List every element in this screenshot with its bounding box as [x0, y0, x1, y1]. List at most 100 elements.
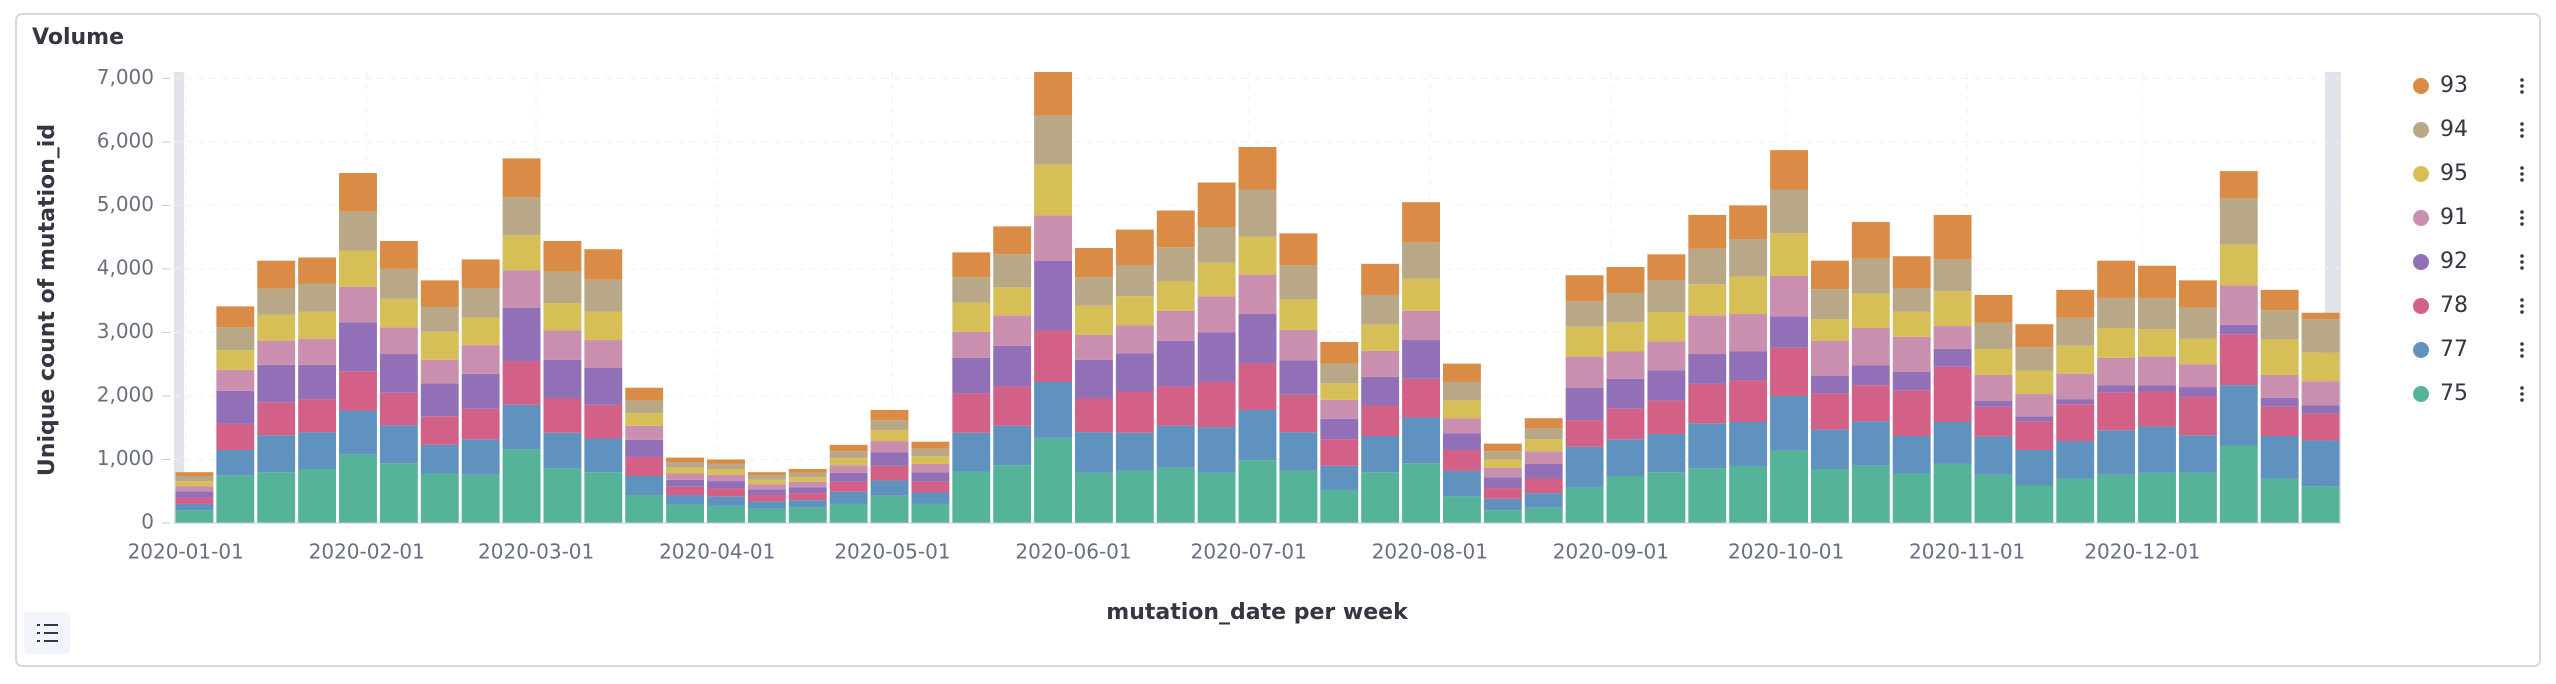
bar-segment — [420, 280, 459, 308]
bar-segment — [339, 371, 377, 411]
bar-segment — [2138, 329, 2176, 357]
bar-segment — [1115, 325, 1154, 354]
legend-swatch — [2413, 298, 2429, 314]
bar-segment — [584, 438, 623, 473]
bar-segment — [2260, 374, 2299, 398]
bar-segment — [1361, 405, 1400, 436]
legend-item[interactable]: 95 — [2413, 161, 2524, 186]
bar-segment — [584, 249, 623, 280]
bar-segment — [216, 306, 255, 328]
bar-segment — [1565, 301, 1604, 327]
bar-segment — [543, 240, 582, 272]
bar-segment — [1075, 472, 1113, 523]
bar-segment — [1606, 408, 1645, 440]
bar-segment — [1647, 254, 1686, 281]
legend-label[interactable]: 75 — [2440, 381, 2468, 406]
legend-toggle[interactable] — [24, 612, 70, 654]
legend-label[interactable]: 77 — [2440, 337, 2468, 362]
bar-segment — [1688, 354, 1727, 384]
bar-segment — [1034, 330, 1073, 382]
legend-label[interactable]: 91 — [2440, 205, 2468, 230]
bar-segment — [1442, 449, 1481, 471]
legend-menu-dot — [2520, 342, 2524, 346]
y-tick-label: 7,000 — [97, 65, 154, 89]
legend-item[interactable]: 78 — [2413, 293, 2524, 318]
bar-segment — [1115, 229, 1154, 266]
bar-segment — [379, 425, 418, 464]
bar-segment — [1810, 260, 1849, 290]
bar-segment — [1647, 341, 1686, 371]
bar-segment — [993, 254, 1032, 288]
bar-segment — [2301, 312, 2340, 320]
bar-segment — [666, 473, 705, 480]
bar-segment — [1361, 350, 1400, 377]
bar-segment — [870, 441, 909, 453]
bar-segment — [1197, 262, 1236, 297]
y-axis-label: Unique count of mutation_id — [35, 124, 60, 476]
bar-segment — [707, 481, 745, 489]
bar-segment — [257, 364, 296, 403]
bar-segment — [584, 279, 623, 312]
bar-segment — [1974, 348, 2013, 375]
bar-segment — [1892, 473, 1931, 523]
bar-segment — [175, 486, 214, 492]
bar-segment — [584, 340, 623, 369]
bar-segment — [2138, 298, 2176, 330]
bar-segment — [175, 497, 214, 504]
bar-segment — [584, 368, 623, 405]
bar-segment — [1442, 363, 1481, 382]
bar-segment — [1729, 351, 1768, 381]
bar-segment — [216, 350, 255, 370]
bar-segment — [1647, 472, 1686, 523]
bar-segment — [2097, 392, 2136, 431]
bar-segment — [952, 471, 991, 523]
legend-swatch — [2413, 254, 2429, 270]
bar-segment — [2301, 486, 2340, 523]
bar-segment — [1851, 385, 1890, 422]
bar-segment — [175, 491, 214, 498]
bar-segment — [1442, 381, 1481, 401]
legend-label[interactable]: 93 — [2440, 73, 2468, 98]
legend-label[interactable]: 92 — [2440, 249, 2468, 274]
legend-label[interactable]: 95 — [2440, 161, 2468, 186]
y-tick-label: 5,000 — [97, 192, 154, 216]
bar-segment — [298, 338, 337, 365]
bar-segment — [1729, 239, 1768, 277]
legend-item[interactable]: 77 — [2413, 337, 2524, 362]
legend-menu-dot — [2520, 134, 2524, 138]
bar-segment — [2178, 338, 2217, 365]
bar-segment — [502, 361, 541, 405]
bar-segment — [2178, 396, 2217, 436]
bar-segment — [1034, 115, 1073, 165]
bar-segment — [2219, 285, 2258, 325]
bar-segment — [788, 481, 827, 488]
legend-item[interactable]: 75 — [2413, 381, 2524, 406]
bar-segment — [911, 456, 950, 464]
bar-segment — [1933, 259, 1972, 292]
legend-item[interactable]: 91 — [2413, 205, 2524, 230]
bar-segment — [420, 359, 459, 384]
bar-segment — [2301, 440, 2340, 487]
bar-segment — [1197, 472, 1236, 523]
bar-segment — [339, 250, 377, 287]
bar-segment — [1851, 293, 1890, 328]
bar-segment — [1402, 340, 1440, 379]
list-icon — [37, 624, 58, 642]
bar-segment — [298, 432, 337, 470]
legend-label[interactable]: 78 — [2440, 293, 2468, 318]
legend-item[interactable]: 93 — [2413, 73, 2524, 98]
bar-segment — [1810, 340, 1849, 376]
legend-item[interactable]: 92 — [2413, 249, 2524, 274]
bar-segment — [829, 481, 868, 492]
bar-segment — [1729, 422, 1768, 467]
bar-segment — [1034, 381, 1073, 438]
legend-item[interactable]: 94 — [2413, 117, 2524, 142]
bar-segment — [625, 400, 664, 414]
bar-segment — [666, 504, 705, 523]
bar-segment — [829, 465, 868, 473]
bar-segment — [1238, 146, 1277, 190]
legend-label[interactable]: 94 — [2440, 117, 2468, 142]
bar-segment — [1851, 465, 1890, 523]
bar-segment — [2260, 310, 2299, 340]
